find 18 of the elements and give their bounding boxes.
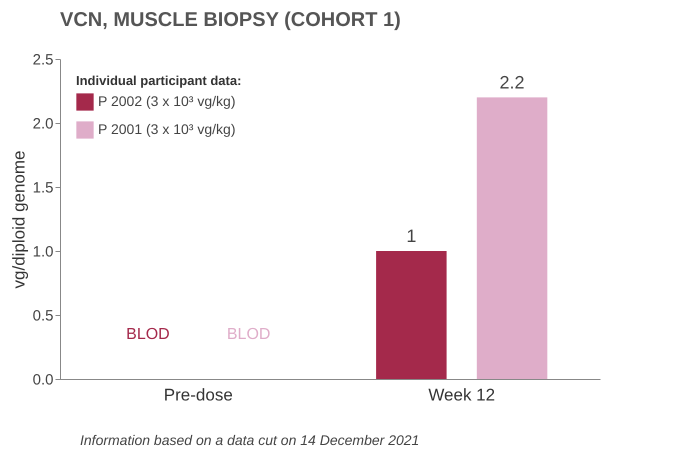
x-tick-label: Pre-dose — [164, 386, 233, 404]
y-tick-label: 0.0 — [32, 372, 54, 388]
y-tick-label: 1.0 — [32, 244, 54, 260]
data-label: 1 — [406, 226, 416, 246]
text: BLOD — [126, 326, 170, 343]
legend-title: Individual participant data: — [76, 73, 242, 88]
y-tick-label: 2.5 — [32, 52, 54, 68]
legend-label: P 2001 (3 x 10³ vg/kg) — [98, 121, 236, 137]
chart-title: VCN, MUSCLE BIOPSY (COHORT 1) — [60, 9, 401, 31]
x-tick-label: Week 12 — [428, 386, 496, 404]
y-axis-title: vg/diploid genome — [10, 150, 29, 288]
y-tick-label: 2.0 — [32, 116, 54, 132]
data-label: 2.2 — [500, 72, 525, 92]
y-tick-label: 0.5 — [32, 308, 54, 324]
text: Information based on a data cut on 14 December 2021 — [80, 432, 420, 448]
legend-label: P 2002 (3 x 10³ vg/kg) — [98, 93, 236, 109]
text: BLOD — [226, 326, 270, 343]
y-tick-label: 1.5 — [32, 180, 54, 196]
